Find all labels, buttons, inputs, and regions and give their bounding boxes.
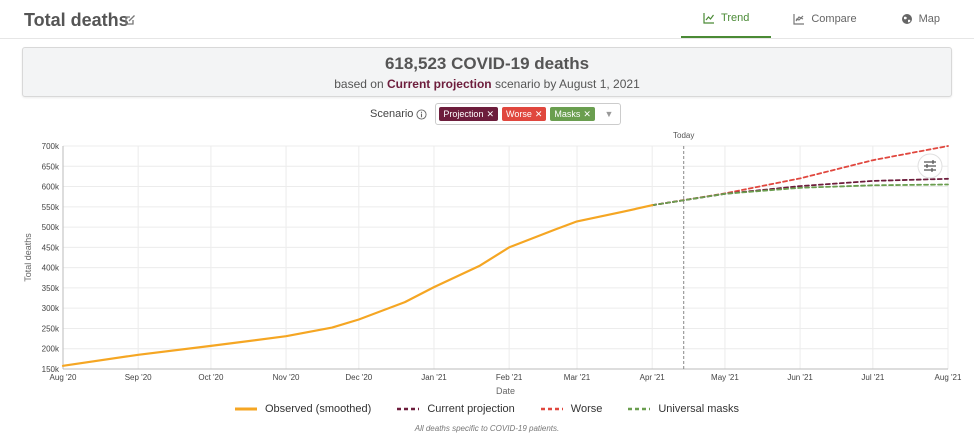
deaths-trend-chart: Aug '20 Sep '20 Oct '20 Nov '20 Dec '20 Jan '…: [23, 131, 962, 396]
x-tick-label: Oct '20: [198, 373, 224, 382]
x-tick-label: Apr '21: [640, 373, 666, 382]
scenario-filter: Scenario Projection ✕ Worse ✕ Masks ✕ ▼: [370, 103, 622, 125]
page-title: Total deaths: [24, 10, 129, 30]
x-tick-label: May '21: [711, 373, 739, 382]
x-tick-label: Dec '20: [345, 373, 372, 382]
chart-footnote: All deaths specific to COVID-19 patients…: [414, 424, 560, 433]
chart-legend: Observed (smoothed) Current projection W…: [0, 403, 974, 415]
chevron-down-icon[interactable]: ▼: [604, 109, 614, 119]
remove-icon[interactable]: ✕: [583, 109, 591, 119]
x-tick-label: Mar '21: [564, 373, 591, 382]
x-axis-title: Date: [496, 386, 515, 396]
y-tick-label: 150k: [42, 365, 60, 374]
summary-suffix: scenario by August 1, 2021: [491, 77, 640, 91]
legend-swatch-worse: [540, 407, 563, 411]
legend-label-projection: Current projection: [427, 403, 515, 415]
y-tick-label: 200k: [42, 345, 60, 354]
header-divider: [0, 38, 974, 39]
legend-item-projection[interactable]: Current projection: [397, 403, 515, 415]
remove-icon[interactable]: ✕: [534, 109, 543, 119]
x-tick-label: Jun '21: [787, 373, 813, 382]
tab-compare-label: Compare: [811, 13, 857, 25]
tab-map[interactable]: Map: [879, 0, 962, 38]
globe-icon: [901, 14, 912, 24]
legend-label-observed: Observed (smoothed): [264, 403, 372, 415]
legend-label-masks: Universal masks: [658, 403, 740, 415]
y-tick-label: 250k: [42, 324, 60, 333]
summary-headline: 618,523 COVID-19 deaths: [384, 54, 590, 73]
legend-swatch-observed: [234, 407, 257, 411]
tab-trend-label: Trend: [721, 12, 750, 24]
summary-box: 618,523 COVID-19 deaths based on Current…: [22, 47, 952, 97]
series-line-observed-smoothed-: [61, 204, 654, 367]
y-tick-label: 600k: [42, 183, 60, 192]
y-tick-label: 700k: [42, 142, 60, 151]
y-tick-label: 350k: [42, 284, 60, 293]
x-tick-label: Jul '21: [861, 373, 884, 382]
sliders-icon: [924, 160, 936, 172]
line-chart-icon: [703, 13, 715, 24]
tab-compare[interactable]: Compare: [771, 0, 878, 38]
y-tick-label: 500k: [42, 223, 60, 232]
legend-swatch-projection: [397, 407, 420, 411]
tab-map-label: Map: [918, 13, 940, 25]
compare-chart-icon: [793, 14, 805, 25]
legend-item-worse[interactable]: Worse: [540, 403, 603, 415]
summary-subline: based on Current projection scenario by …: [23, 77, 951, 91]
legend-item-masks[interactable]: Universal masks: [628, 403, 739, 415]
info-icon[interactable]: [416, 108, 427, 120]
summary-prefix: based on: [334, 77, 387, 91]
edit-icon[interactable]: [124, 14, 136, 26]
remove-icon[interactable]: ✕: [486, 109, 494, 119]
chip-masks[interactable]: Masks ✕: [550, 107, 595, 121]
chip-projection[interactable]: Projection ✕: [439, 107, 498, 121]
x-tick-label: Aug '21: [935, 373, 962, 382]
y-tick-label: 450k: [42, 243, 60, 252]
today-label: Today: [673, 131, 694, 140]
x-tick-label: Sep '20: [125, 373, 152, 382]
y-tick-label: 400k: [42, 264, 60, 273]
chip-worse[interactable]: Worse ✕: [502, 107, 547, 121]
series-line-universal-masks: [651, 183, 949, 207]
legend-item-observed[interactable]: Observed (smoothed): [234, 403, 372, 415]
tab-trend[interactable]: Trend: [681, 0, 772, 38]
legend-swatch-masks: [628, 407, 651, 411]
scenario-label: Scenario: [370, 108, 414, 120]
chart-settings-button[interactable]: [917, 153, 943, 179]
view-tabs: Trend Compare Map: [681, 0, 962, 38]
summary-scenario: Current projection: [386, 77, 492, 91]
y-axis-title: Total deaths: [23, 233, 33, 282]
x-tick-label: Feb '21: [496, 373, 523, 382]
y-tick-label: 650k: [42, 162, 60, 171]
x-tick-label: Nov '20: [273, 373, 300, 382]
legend-label-worse: Worse: [570, 403, 603, 415]
y-tick-label: 300k: [42, 304, 60, 313]
x-tick-label: Aug '20: [50, 373, 77, 382]
y-tick-label: 550k: [42, 203, 60, 212]
scenario-select[interactable]: Projection ✕ Worse ✕ Masks ✕ ▼: [435, 103, 622, 125]
x-tick-label: Jan '21: [421, 373, 447, 382]
